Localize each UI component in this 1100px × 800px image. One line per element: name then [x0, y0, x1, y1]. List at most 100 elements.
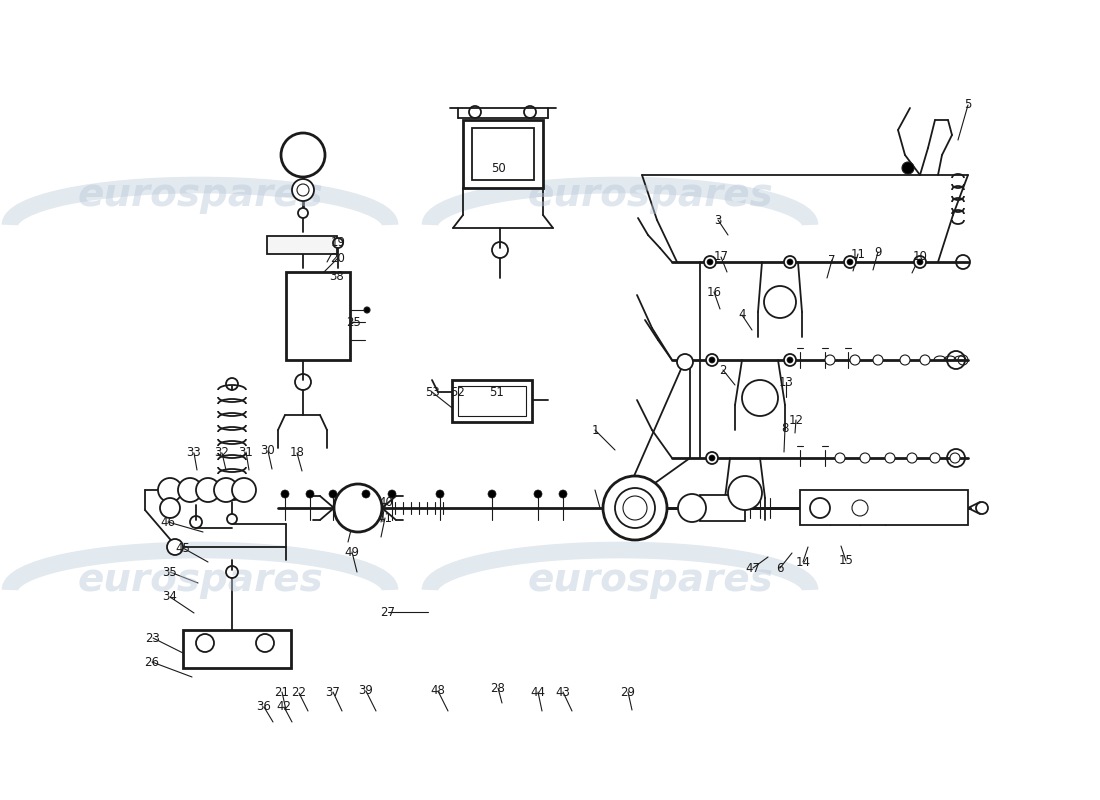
Text: 11: 11 [850, 247, 866, 261]
Circle shape [706, 354, 718, 366]
Circle shape [534, 490, 542, 498]
Text: 24: 24 [345, 515, 361, 529]
Circle shape [707, 259, 713, 265]
Text: 27: 27 [381, 606, 396, 618]
Text: 26: 26 [144, 655, 159, 669]
Text: 32: 32 [214, 446, 230, 459]
Text: 53: 53 [425, 386, 439, 398]
Bar [452, 380, 532, 422]
Circle shape [297, 184, 309, 196]
Text: 18: 18 [289, 446, 305, 459]
Circle shape [764, 286, 796, 318]
Circle shape [329, 490, 337, 498]
Circle shape [706, 452, 718, 464]
Text: 1: 1 [592, 423, 598, 437]
Text: 52: 52 [451, 386, 465, 398]
Circle shape [232, 478, 256, 502]
Circle shape [488, 490, 496, 498]
Bar [700, 495, 745, 521]
Text: 35: 35 [163, 566, 177, 578]
Text: 40: 40 [378, 497, 394, 510]
Circle shape [678, 494, 706, 522]
Bar [267, 236, 337, 254]
Bar [472, 128, 534, 180]
Text: 3: 3 [714, 214, 722, 226]
Bar [458, 386, 526, 416]
Text: 41: 41 [377, 511, 393, 525]
Text: 29: 29 [620, 686, 636, 698]
Circle shape [917, 259, 923, 265]
Text: 30: 30 [261, 445, 275, 458]
Text: 22: 22 [292, 686, 307, 699]
Text: 6: 6 [777, 562, 783, 574]
Circle shape [728, 476, 762, 510]
Circle shape [362, 490, 370, 498]
Circle shape [710, 455, 715, 461]
Circle shape [615, 488, 654, 528]
Circle shape [920, 355, 929, 365]
Text: 42: 42 [276, 701, 292, 714]
Text: 44: 44 [530, 686, 546, 698]
Circle shape [850, 355, 860, 365]
Circle shape [280, 490, 289, 498]
Text: 28: 28 [491, 682, 505, 694]
Circle shape [835, 453, 845, 463]
Text: 50: 50 [491, 162, 505, 174]
Circle shape [603, 476, 667, 540]
Circle shape [227, 514, 236, 524]
Text: 1ª
RM: 1ª RM [738, 483, 752, 502]
Text: 8: 8 [781, 422, 789, 434]
Text: 45: 45 [176, 542, 190, 554]
Circle shape [902, 162, 914, 174]
Circle shape [388, 490, 396, 498]
Circle shape [160, 498, 180, 518]
Circle shape [950, 453, 960, 463]
Circle shape [784, 256, 796, 268]
Text: 39: 39 [359, 685, 373, 698]
Circle shape [436, 490, 444, 498]
Text: 19: 19 [330, 235, 345, 249]
Circle shape [886, 453, 895, 463]
Text: 49: 49 [344, 546, 360, 558]
Bar [800, 490, 968, 525]
Circle shape [742, 380, 778, 416]
Text: 17: 17 [714, 250, 728, 263]
Circle shape [178, 478, 202, 502]
Circle shape [364, 307, 370, 313]
Text: 12: 12 [789, 414, 803, 426]
Circle shape [860, 453, 870, 463]
Text: 7: 7 [828, 254, 836, 266]
Text: 48: 48 [430, 685, 446, 698]
Text: 33: 33 [187, 446, 201, 459]
Text: 38: 38 [330, 270, 344, 283]
Text: 10: 10 [913, 250, 927, 262]
Circle shape [559, 490, 566, 498]
Text: 31: 31 [239, 446, 253, 458]
Text: 34: 34 [163, 590, 177, 603]
Circle shape [298, 208, 308, 218]
Text: 37: 37 [326, 686, 340, 698]
Text: 4ª
5ª: 4ª 5ª [776, 292, 785, 312]
Text: 13: 13 [779, 375, 793, 389]
Text: 4: 4 [738, 309, 746, 322]
Text: 46: 46 [161, 515, 176, 529]
Circle shape [847, 259, 852, 265]
Text: 14: 14 [795, 555, 811, 569]
Circle shape [676, 354, 693, 370]
Circle shape [704, 256, 716, 268]
Circle shape [196, 478, 220, 502]
Circle shape [306, 490, 313, 498]
Circle shape [333, 238, 343, 248]
Text: 20: 20 [331, 251, 345, 265]
Circle shape [900, 355, 910, 365]
Circle shape [825, 355, 835, 365]
Text: 43: 43 [556, 686, 571, 698]
Text: eurospares: eurospares [77, 561, 323, 599]
Text: 15: 15 [838, 554, 854, 567]
Circle shape [786, 357, 793, 363]
Circle shape [786, 259, 793, 265]
Circle shape [710, 357, 715, 363]
Text: eurospares: eurospares [77, 176, 323, 214]
Text: 36: 36 [256, 701, 272, 714]
Text: 25: 25 [346, 315, 362, 329]
